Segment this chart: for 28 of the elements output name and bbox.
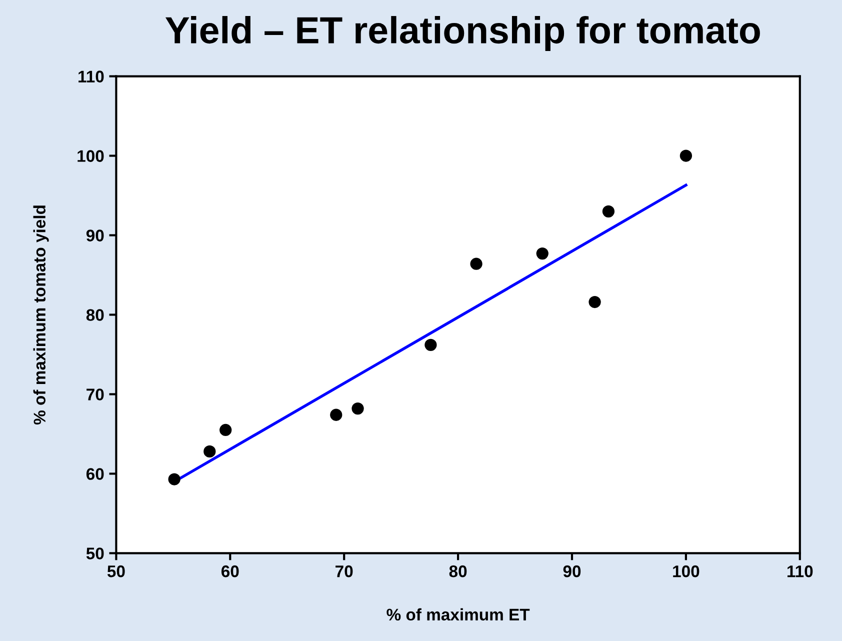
x-tick-label: 70: [336, 565, 353, 578]
point: [168, 473, 180, 486]
point: [424, 338, 437, 352]
point: [330, 408, 342, 421]
x-tick-label: 50: [107, 565, 125, 578]
chart-title: Yield – ET relationship for tomato: [165, 16, 760, 51]
y-tick-label: 70: [86, 388, 104, 400]
x-tick-label: 100: [673, 565, 700, 578]
y-tick-label: 110: [78, 70, 104, 82]
point: [588, 296, 601, 308]
point: [602, 205, 615, 218]
y-tick-label: 50: [86, 548, 104, 560]
x-axis-title: % of maximum ET: [386, 608, 530, 621]
y-tick-label: 100: [78, 150, 104, 162]
x-tick-label: 60: [221, 565, 239, 578]
x-tick-label: 110: [788, 565, 813, 578]
point: [204, 445, 216, 458]
point: [352, 402, 364, 415]
y-tick-label: 80: [86, 309, 104, 321]
point: [680, 150, 692, 162]
x-tick-label: 90: [563, 565, 581, 578]
y-tick-label: 90: [86, 230, 104, 242]
y-axis-title: % of maximum tomato yield: [33, 206, 49, 425]
x-tick-label: 80: [449, 565, 467, 578]
point: [470, 258, 482, 270]
point: [536, 247, 548, 260]
y-tick-label: 60: [86, 468, 104, 480]
point: [220, 424, 232, 436]
